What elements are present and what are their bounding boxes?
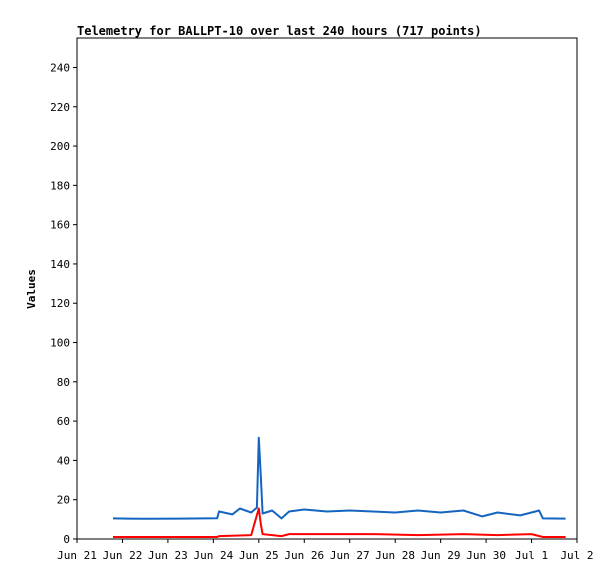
- x-tick-label: Jun 30: [466, 549, 506, 562]
- x-tick-label: Jun 23: [148, 549, 188, 562]
- x-tick-label: Jun 27: [330, 549, 370, 562]
- x-tick-label: Jun 29: [421, 549, 461, 562]
- x-tick-label: Jun 24: [193, 549, 233, 562]
- y-axis-label: Values: [25, 269, 38, 309]
- x-tick-label: Jul 1: [515, 549, 548, 562]
- chart-title: Telemetry for BALLPT-10 over last 240 ho…: [77, 24, 482, 38]
- plot-frame: [76, 37, 578, 540]
- x-tick-label: Jun 25: [239, 549, 279, 562]
- y-tick-label: 180: [50, 179, 70, 192]
- x-tick-label: Jun 28: [375, 549, 415, 562]
- x-tick-label: Jun 26: [284, 549, 324, 562]
- y-tick-label: 120: [50, 297, 70, 310]
- series-line-1: [112, 436, 566, 520]
- series-line-2: [113, 507, 566, 538]
- series-layer: [112, 436, 566, 538]
- y-tick-label: 80: [57, 376, 70, 389]
- y-tick-label: 240: [50, 61, 70, 74]
- x-tick-label: Jun 22: [103, 549, 143, 562]
- y-tick-label: 40: [57, 454, 70, 467]
- x-tick-label: Jul 2: [560, 549, 593, 562]
- y-tick-label: 60: [57, 415, 70, 428]
- y-tick-label: 200: [50, 140, 70, 153]
- y-tick-label: 0: [63, 533, 70, 546]
- y-tick-label: 220: [50, 101, 70, 114]
- y-tick-label: 140: [50, 258, 70, 271]
- x-tick-label: Jun 21: [57, 549, 97, 562]
- y-tick-label: 20: [57, 494, 70, 507]
- y-tick-label: 100: [50, 337, 70, 350]
- y-tick-label: 160: [50, 219, 70, 232]
- x-axis: Jun 21 Jun 22 Jun 23 Jun 24 Jun 25 Jun 26 Jun …: [57, 539, 594, 562]
- y-axis: 0 20 40 60 80 100 120 140 160 180 200 220 240: [50, 61, 77, 546]
